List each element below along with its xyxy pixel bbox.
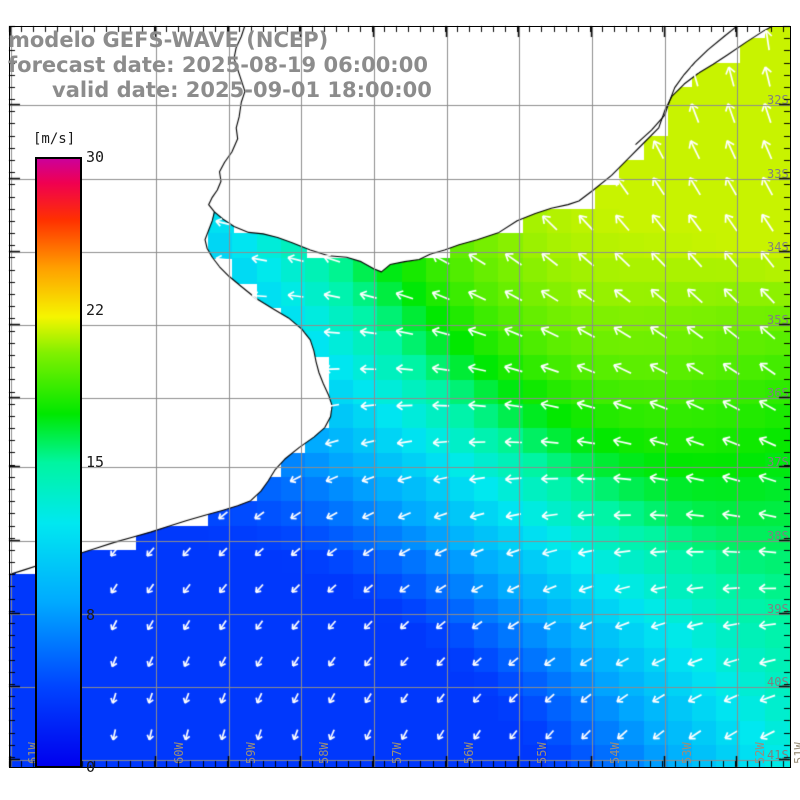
colorbar-tick-22: 22 (86, 301, 105, 319)
title-valid-date-line: valid date: 2025-09-01 18:00:00 (52, 78, 432, 102)
title-forecast-date-line: forecast date: 2025-08-19 06:00:00 (8, 53, 428, 77)
colorbar-tick-8: 8 (86, 606, 96, 624)
colorbar-gradient-box (35, 157, 82, 768)
title-model-line: modelo GEFS-WAVE (NCEP) (8, 28, 329, 52)
figure-title-block: modelo GEFS-WAVE (NCEP) forecast date: 2… (0, 28, 520, 103)
colorbar-unit-label: [m/s] (33, 131, 76, 147)
colorbar-tick-15: 15 (86, 453, 105, 471)
colorbar-tick-0: 0 (86, 758, 96, 776)
colorbar-tick-30: 30 (86, 148, 105, 166)
colorbar-gradient (37, 159, 80, 766)
